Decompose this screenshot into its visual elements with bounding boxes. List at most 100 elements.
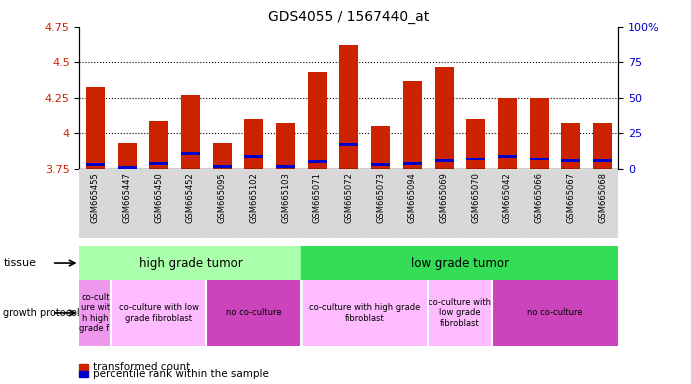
Bar xyxy=(79,169,111,238)
Bar xyxy=(403,162,422,165)
Bar xyxy=(117,143,137,169)
Text: low grade tumor: low grade tumor xyxy=(411,257,509,270)
Text: GSM665095: GSM665095 xyxy=(218,172,227,223)
Bar xyxy=(498,155,517,157)
Bar xyxy=(466,157,485,161)
Text: co-culture with high grade
fibroblast: co-culture with high grade fibroblast xyxy=(309,303,421,323)
Bar xyxy=(213,165,231,167)
Bar xyxy=(79,280,111,346)
Bar xyxy=(523,169,555,238)
Bar xyxy=(307,72,327,169)
Text: co-cult
ure wit
h high
grade fi: co-cult ure wit h high grade fi xyxy=(79,293,112,333)
Bar xyxy=(555,169,587,238)
Text: GSM665450: GSM665450 xyxy=(154,172,163,223)
Bar xyxy=(79,169,111,238)
Bar xyxy=(301,169,333,238)
Bar xyxy=(561,159,580,162)
Bar xyxy=(301,280,428,346)
Bar xyxy=(593,159,612,162)
Bar xyxy=(555,169,587,238)
Text: no co-culture: no co-culture xyxy=(226,308,282,318)
Bar xyxy=(111,169,143,238)
Bar xyxy=(435,159,453,162)
Text: GSM665067: GSM665067 xyxy=(567,172,576,223)
Text: GSM665073: GSM665073 xyxy=(376,172,385,223)
Bar xyxy=(587,169,618,238)
Text: GSM665102: GSM665102 xyxy=(249,172,258,223)
Bar xyxy=(460,169,491,238)
Bar xyxy=(397,169,428,238)
Bar xyxy=(333,169,365,238)
Text: GSM665069: GSM665069 xyxy=(439,172,448,223)
Text: GSM665068: GSM665068 xyxy=(598,172,607,223)
Bar xyxy=(86,163,105,166)
Bar xyxy=(175,169,207,238)
Bar xyxy=(428,169,460,238)
Bar xyxy=(587,169,618,238)
Text: GSM665066: GSM665066 xyxy=(535,172,544,223)
Text: tissue: tissue xyxy=(3,258,37,268)
Bar xyxy=(149,162,168,165)
Text: GSM665072: GSM665072 xyxy=(344,172,354,223)
Bar xyxy=(207,169,238,238)
Bar xyxy=(435,67,453,169)
Text: GSM665103: GSM665103 xyxy=(281,172,290,223)
Bar xyxy=(307,161,327,163)
Text: no co-culture: no co-culture xyxy=(527,308,583,318)
Bar xyxy=(523,169,555,238)
Bar xyxy=(111,280,207,346)
Bar xyxy=(207,169,238,238)
Bar xyxy=(238,169,269,238)
Bar xyxy=(79,246,301,280)
Bar xyxy=(181,95,200,169)
Bar xyxy=(365,169,397,238)
Bar xyxy=(143,169,175,238)
Text: GSM665455: GSM665455 xyxy=(91,172,100,223)
Bar xyxy=(276,165,295,167)
Bar xyxy=(561,124,580,169)
Bar xyxy=(403,81,422,169)
Text: percentile rank within the sample: percentile rank within the sample xyxy=(93,369,269,379)
Bar xyxy=(213,143,231,169)
Bar xyxy=(111,169,143,238)
Text: GSM665447: GSM665447 xyxy=(122,172,131,223)
Text: co-culture with
low grade
fibroblast: co-culture with low grade fibroblast xyxy=(428,298,491,328)
Bar xyxy=(207,280,301,346)
Text: GDS4055 / 1567440_at: GDS4055 / 1567440_at xyxy=(268,10,430,23)
Bar xyxy=(491,280,618,346)
Bar xyxy=(530,157,549,161)
Bar xyxy=(269,169,301,238)
Bar xyxy=(428,169,460,238)
Bar xyxy=(593,124,612,169)
Bar xyxy=(428,280,491,346)
Bar xyxy=(397,169,428,238)
Text: GSM665070: GSM665070 xyxy=(471,172,480,223)
Bar xyxy=(530,98,549,169)
Bar xyxy=(365,169,397,238)
Bar xyxy=(301,169,333,238)
Bar xyxy=(117,166,137,169)
Bar xyxy=(339,45,359,169)
Bar xyxy=(339,143,359,146)
Bar xyxy=(143,169,175,238)
Text: high grade tumor: high grade tumor xyxy=(139,257,243,270)
Bar xyxy=(245,119,263,169)
Bar xyxy=(491,169,523,238)
Bar xyxy=(269,169,301,238)
Text: GSM665094: GSM665094 xyxy=(408,172,417,223)
Bar xyxy=(498,98,517,169)
Text: GSM665042: GSM665042 xyxy=(503,172,512,223)
Bar xyxy=(371,126,390,169)
Bar xyxy=(371,163,390,166)
Text: growth protocol: growth protocol xyxy=(3,308,80,318)
Bar xyxy=(86,86,105,169)
Bar xyxy=(301,246,618,280)
Bar xyxy=(175,169,207,238)
Bar xyxy=(460,169,491,238)
Text: co-culture with low
grade fibroblast: co-culture with low grade fibroblast xyxy=(119,303,199,323)
Text: GSM665071: GSM665071 xyxy=(313,172,322,223)
Bar xyxy=(276,124,295,169)
Text: transformed count: transformed count xyxy=(93,362,191,372)
Bar xyxy=(149,121,168,169)
Text: GSM665452: GSM665452 xyxy=(186,172,195,223)
